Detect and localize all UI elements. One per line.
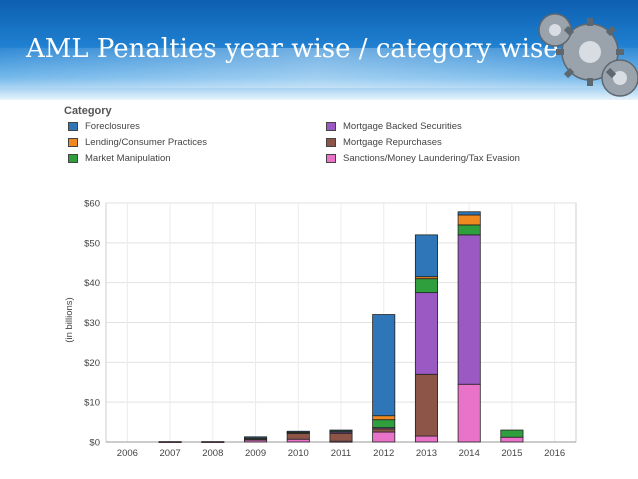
- bar-segment: [329, 432, 353, 442]
- legend-item-market-manipulation: Market Manipulation: [68, 153, 171, 164]
- y-tick-label: $60: [84, 199, 100, 210]
- bar-segment: [457, 224, 481, 236]
- y-tick-label: $20: [84, 358, 100, 369]
- legend-label: Mortgage Repurchases: [343, 137, 442, 148]
- legend-label: Lending/Consumer Practices: [85, 137, 207, 148]
- y-tick-label: $0: [89, 438, 100, 449]
- bars: [158, 211, 524, 444]
- bar-segment: [414, 373, 438, 437]
- bar-segment: [329, 429, 353, 432]
- legend-item-sanctions-money-laundering: Sanctions/Money Laundering/Tax Evasion: [326, 153, 520, 164]
- x-tick-label: 2010: [288, 448, 309, 459]
- bar-segment: [372, 314, 396, 417]
- x-tick-label: 2009: [245, 448, 266, 459]
- legend-label: Sanctions/Money Laundering/Tax Evasion: [343, 153, 520, 164]
- x-tick-label: 2007: [160, 448, 181, 459]
- legend-item-lending-consumer-practices: Lending/Consumer Practices: [68, 137, 207, 148]
- banner-highlight: [0, 48, 638, 88]
- legend-swatch: [326, 122, 336, 131]
- legend-swatch: [326, 138, 336, 147]
- bar-segment: [414, 234, 438, 278]
- gears-icon: [538, 13, 638, 97]
- bar-segment: [414, 278, 438, 294]
- legend-item-foreclosures: Foreclosures: [68, 121, 140, 132]
- x-tick-label: 2006: [117, 448, 138, 459]
- bar-segment: [372, 428, 396, 433]
- bar-segment: [457, 214, 481, 226]
- bar-segment: [286, 432, 310, 440]
- y-tick-label: $30: [84, 318, 100, 329]
- x-tick-label: 2013: [416, 448, 437, 459]
- legend-swatch: [68, 122, 78, 131]
- y-axis-label: (in billions): [64, 297, 75, 342]
- bar-segment: [500, 436, 524, 443]
- bar-segment: [286, 438, 310, 443]
- title-banner: AML Penalties year wise / category wise: [0, 0, 638, 100]
- legend-label: Mortgage Backed Securities: [343, 121, 462, 132]
- y-tick-label: $50: [84, 238, 100, 249]
- legend-item-mortgage-repurchases: Mortgage Repurchases: [326, 137, 442, 148]
- x-tick-label: 2014: [459, 448, 480, 459]
- y-axis: $0 $10 $20 $30 $40 $50 $60: [84, 199, 100, 449]
- bar-segment: [457, 211, 481, 216]
- legend-label: Foreclosures: [85, 121, 140, 132]
- bar-segment: [158, 441, 182, 444]
- bar-segment: [372, 415, 396, 421]
- legend-swatch: [68, 138, 78, 147]
- bar-segment: [372, 419, 396, 429]
- bar-segment: [457, 383, 481, 443]
- x-tick-label: 2012: [373, 448, 394, 459]
- x-tick-label: 2011: [331, 448, 351, 459]
- x-tick-label: 2008: [202, 448, 223, 459]
- legend-label: Market Manipulation: [85, 153, 171, 164]
- bar-segment: [286, 430, 310, 433]
- bar-segment: [201, 441, 225, 444]
- bar-segment: [414, 435, 438, 443]
- x-axis: 2006 2007 2008 2009 2010 2011 2012 2013 2014 2015…: [106, 441, 576, 459]
- y-tick-label: $40: [84, 278, 100, 289]
- x-tick-label: 2015: [501, 448, 522, 459]
- legend-title: Category: [64, 105, 112, 117]
- legend-item-mortgage-backed-securities: Mortgage Backed Securities: [326, 121, 462, 132]
- bar-segment: [372, 431, 396, 443]
- bar-segment: [457, 234, 481, 385]
- legend-swatch: [326, 154, 336, 163]
- bar-segment: [414, 292, 438, 375]
- y-tick-label: $10: [84, 398, 100, 409]
- bar-segment: [500, 429, 524, 438]
- legend-swatch: [68, 154, 78, 163]
- gridlines: [105, 202, 577, 443]
- slide-title: AML Penalties year wise / category wise: [26, 34, 559, 64]
- x-tick-label: 2016: [544, 448, 565, 459]
- bar-segment: [244, 436, 268, 439]
